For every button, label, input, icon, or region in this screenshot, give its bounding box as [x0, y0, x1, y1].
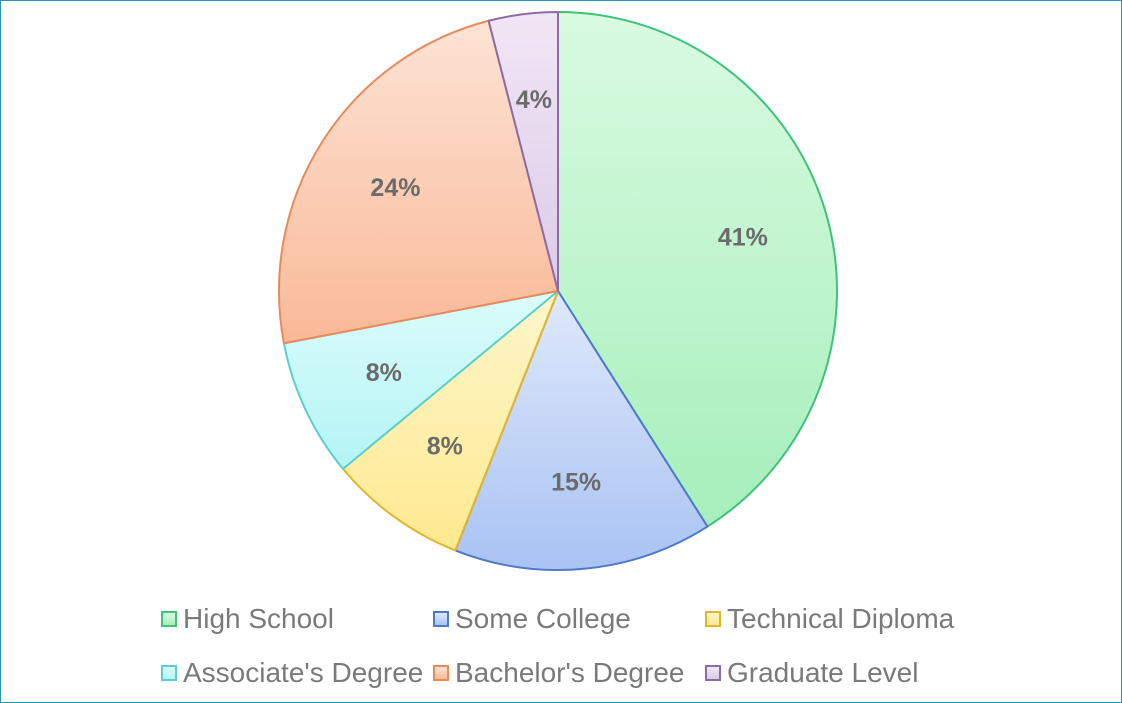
- data-label-bachelor-s-degree: 24%: [370, 174, 420, 202]
- legend-label: Bachelor's Degree: [455, 657, 685, 688]
- legend-label: Some College: [455, 603, 631, 634]
- pie-data-labels: 41% 15% 8% 8% 24% 4%: [366, 86, 768, 497]
- pie-slices: [278, 11, 838, 571]
- legend-swatch: [161, 611, 177, 627]
- data-label-associate-s-degree: 8%: [366, 359, 402, 387]
- slice-bachelor-s-degree: [278, 19, 559, 345]
- data-label-high-school: 41%: [718, 223, 768, 251]
- legend-item-associate-s-degree: Associate's Degree: [151, 655, 423, 691]
- legend-swatch: [433, 665, 449, 681]
- slice-some-college: [454, 290, 709, 571]
- legend-swatch: [433, 611, 449, 627]
- slice-associate-s-degree: [282, 290, 559, 470]
- legend-swatch: [161, 665, 177, 681]
- legend-item-technical-diploma: Technical Diploma: [695, 601, 1011, 637]
- legend-item-bachelor-s-degree: Bachelor's Degree: [423, 655, 695, 691]
- slice-technical-diploma: [342, 290, 559, 552]
- legend-label: Graduate Level: [727, 657, 919, 688]
- legend-item-some-college: Some College: [423, 601, 695, 637]
- legend-item-high-school: High School: [151, 601, 423, 637]
- legend: High School Some College Technical Diploma…: [151, 601, 1011, 691]
- slice-graduate-level: [487, 11, 559, 292]
- data-label-technical-diploma: 8%: [427, 433, 463, 461]
- legend-swatch: [705, 665, 721, 681]
- legend-label: Associate's Degree: [183, 657, 424, 688]
- data-label-some-college: 15%: [551, 469, 601, 497]
- data-label-graduate-level: 4%: [516, 86, 552, 114]
- slice-high-school: [557, 11, 838, 528]
- legend-item-graduate-level: Graduate Level: [695, 655, 1011, 691]
- legend-swatch: [705, 611, 721, 627]
- legend-label: Technical Diploma: [727, 603, 955, 634]
- legend-label: High School: [183, 603, 334, 634]
